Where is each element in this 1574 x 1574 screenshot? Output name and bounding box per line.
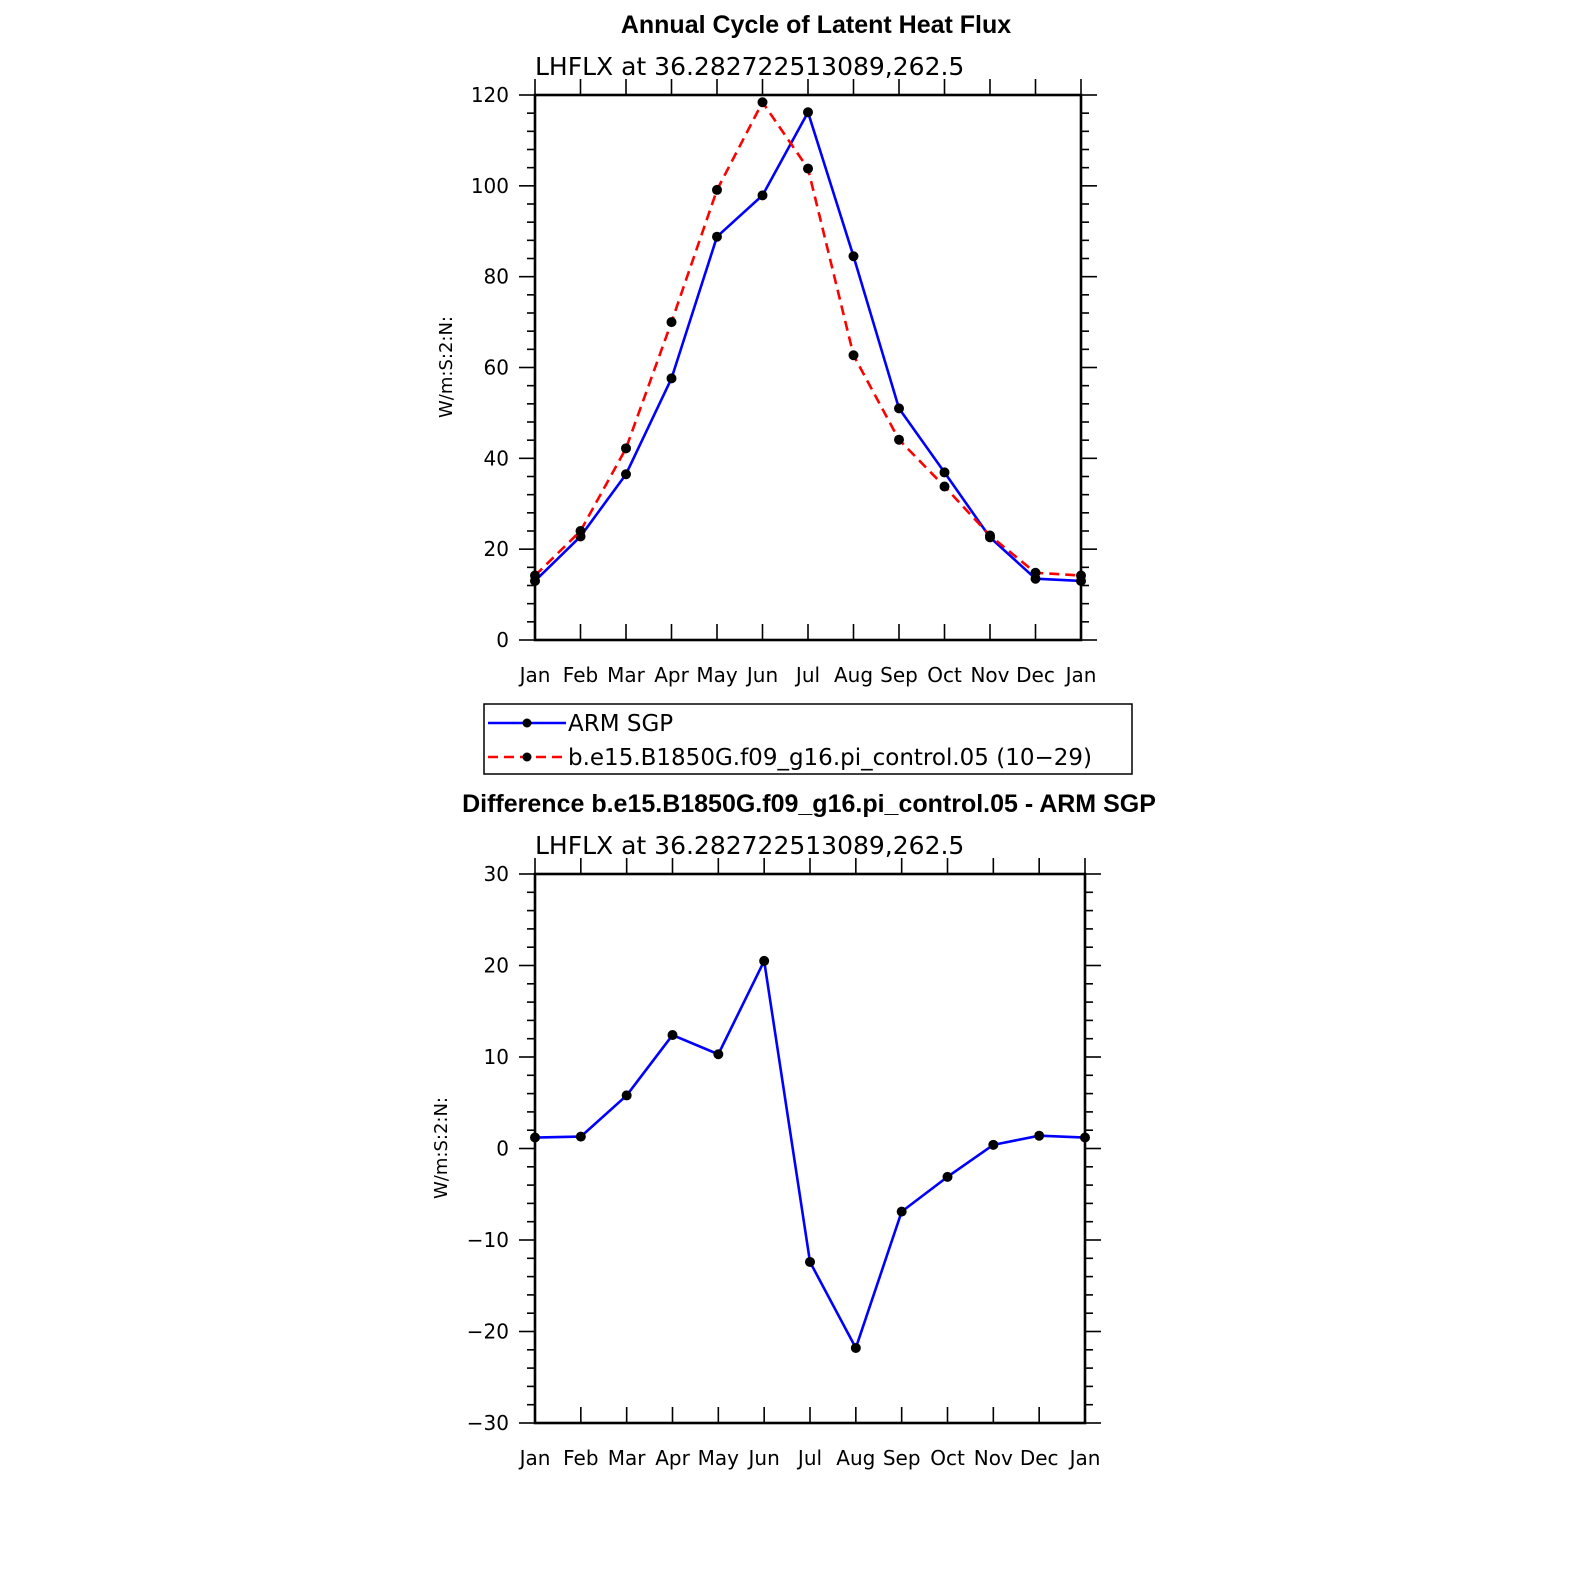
chart2-y-tick-label: 10	[484, 1045, 509, 1069]
chart1-x-tick-label: Jan	[518, 663, 551, 687]
chart2-x-tick-label: Jul	[796, 1446, 822, 1470]
chart1-y-tick-label: 0	[496, 628, 509, 652]
chart1-series-0-point	[712, 231, 722, 242]
chart1-x-tick-label: Nov	[970, 663, 1009, 687]
chart1-series-1-point	[848, 350, 859, 361]
chart2-y-tick-label: 30	[484, 862, 509, 886]
chart2-y-tick-label: −30	[467, 1411, 509, 1435]
chart1-series-1-point	[712, 184, 722, 195]
chart2-x-tick-label: Feb	[563, 1446, 598, 1470]
legend: ARM SGP b.e15.B1850G.f09_g16.pi_control.…	[483, 703, 1133, 775]
chart2-y-tick-label: −10	[467, 1228, 509, 1252]
chart1-series-1-point	[803, 163, 813, 174]
chart1-title: Annual Cycle of Latent Heat Flux	[621, 11, 1011, 39]
chart2-x-tick-label: Dec	[1020, 1446, 1059, 1470]
chart1-x-tick-label: Oct	[927, 663, 962, 687]
chart1-x-tick-label: Jul	[794, 663, 820, 687]
chart1-series-0-point	[757, 190, 768, 201]
chart1-series-0-point	[939, 467, 950, 478]
chart1-x-tick-label: Dec	[1016, 663, 1055, 687]
chart-annual-cycle: Annual Cycle of Latent Heat Flux LHFLX a…	[436, 11, 1097, 687]
chart1-series-1-point	[530, 570, 540, 581]
chart1-series-1-point	[985, 530, 995, 541]
chart1-series-1-point	[939, 481, 950, 492]
chart1-x-tick-label: Apr	[654, 663, 689, 687]
legend-box	[483, 703, 1133, 775]
chart1-series-0-point	[803, 107, 813, 118]
chart1-series-1-point	[757, 97, 768, 108]
chart2-y-tick-label: 0	[496, 1137, 509, 1161]
chart-difference: Difference b.e15.B1850G.f09_g16.pi_contr…	[431, 790, 1156, 1470]
chart1-y-tick-label: 120	[471, 83, 509, 107]
chart1-x-tick-label: May	[696, 663, 738, 687]
chart2-series-0-point	[1080, 1132, 1090, 1143]
chart2-x-tick-label: Oct	[930, 1446, 965, 1470]
chart2-series-0-point	[575, 1131, 586, 1142]
chart1-subtitle: LHFLX at 36.282722513089,262.5	[535, 52, 964, 81]
legend-marker-arm-sgp	[522, 718, 532, 728]
chart2-y-axis-label: W/m:S:2:N:	[431, 1097, 452, 1199]
chart2-x-tick-label: Jun	[747, 1446, 780, 1470]
chart2-series-0-point	[850, 1342, 861, 1353]
chart1-x-tick-label: Sep	[880, 663, 918, 687]
chart1-x-tick-label: Mar	[607, 663, 646, 687]
chart2-series-0-point	[988, 1139, 999, 1150]
chart2-series-0-point	[621, 1090, 632, 1101]
chart2-plot-frame	[533, 872, 1087, 1425]
legend-label-model: b.e15.B1850G.f09_g16.pi_control.05 (10−2…	[568, 745, 1092, 771]
chart1-series-1-point	[894, 434, 904, 445]
chart2-x-tick-label: Sep	[883, 1446, 921, 1470]
chart1-y-tick-label: 40	[484, 446, 509, 470]
chart2-x-tick-label: Nov	[974, 1446, 1013, 1470]
chart2-y-tick-label: 20	[484, 954, 509, 978]
chart1-x-tick-label: Jan	[1064, 663, 1097, 687]
chart2-series-0-point	[759, 955, 770, 966]
legend-marker-model	[522, 752, 532, 762]
chart1-y-tick-label: 20	[484, 537, 509, 561]
chart1-series-0-point	[621, 469, 631, 480]
chart2-x-tick-label: May	[698, 1446, 740, 1470]
chart1-x-tick-label: Feb	[563, 663, 598, 687]
chart2-x-tick-label: Aug	[836, 1446, 875, 1470]
chart1-series-1-point	[1030, 567, 1041, 578]
chart2-series-line-0	[534, 959, 1086, 1350]
chart1-x-tick-label: Aug	[834, 663, 873, 687]
chart2-series-0-point	[896, 1206, 907, 1217]
chart2-subtitle: LHFLX at 36.282722513089,262.5	[535, 831, 964, 860]
legend-label-arm-sgp: ARM SGP	[568, 711, 673, 737]
chart1-series-1-point	[575, 526, 586, 536]
chart1-series-0-point	[848, 251, 859, 262]
chart2-y-tick-label: −20	[467, 1320, 509, 1344]
chart2-series-0-point	[942, 1171, 953, 1182]
chart2-series-0-point	[1034, 1130, 1045, 1141]
chart1-x-tick-label: Jun	[745, 663, 778, 687]
chart1-series-0-point	[666, 373, 677, 384]
chart2-x-tick-label: Jan	[1068, 1446, 1101, 1470]
chart2-series-0-point	[530, 1132, 540, 1143]
chart2-x-tick-label: Jan	[518, 1446, 551, 1470]
chart2-x-tick-label: Mar	[608, 1446, 647, 1470]
chart1-series-0-point	[894, 403, 904, 414]
chart2-series-0-point	[713, 1049, 724, 1060]
chart2-title: Difference b.e15.B1850G.f09_g16.pi_contr…	[462, 790, 1156, 818]
chart1-series-1-point	[666, 317, 677, 328]
chart2-series-0-point	[667, 1030, 678, 1041]
chart1-y-tick-label: 100	[471, 174, 509, 198]
chart1-series-line-0	[534, 110, 1082, 583]
chart1-y-tick-label: 80	[484, 265, 509, 289]
chart2-x-tick-label: Apr	[655, 1446, 690, 1470]
chart2-series-0-point	[805, 1256, 815, 1267]
chart1-series-1-point	[1076, 570, 1086, 581]
chart1-y-axis-label: W/m:S:2:N:	[436, 316, 457, 418]
chart1-plot-frame	[533, 93, 1083, 642]
chart1-y-tick-label: 60	[484, 356, 509, 380]
chart1-series-1-point	[621, 443, 631, 454]
